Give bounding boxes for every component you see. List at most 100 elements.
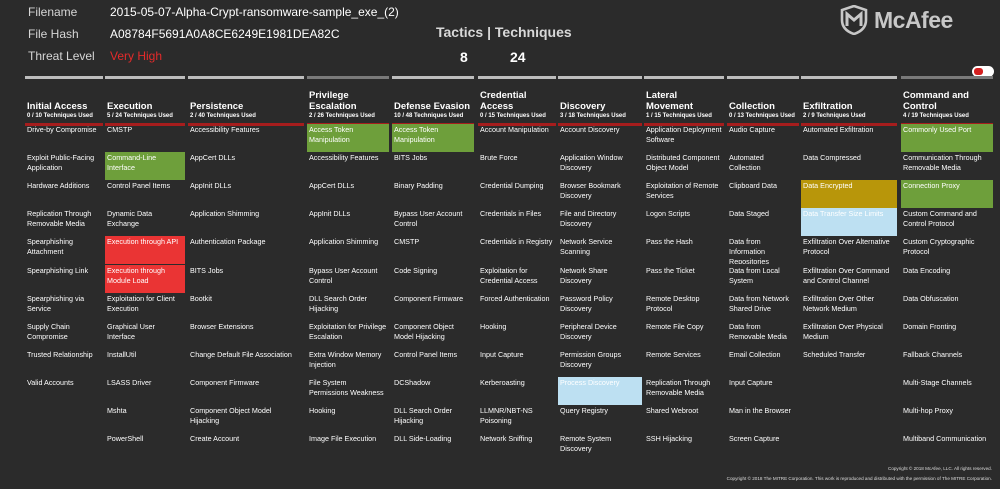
technique-cell[interactable]: Account Manipulation	[480, 125, 549, 134]
technique-cell[interactable]: Application Shimming	[309, 237, 379, 247]
technique-cell[interactable]: Control Panel Items	[107, 181, 171, 191]
technique-cell[interactable]: DLL Search Order Hijacking	[394, 406, 453, 425]
technique-cell[interactable]: PowerShell	[107, 434, 144, 444]
technique-cell[interactable]: Dynamic Data Exchange	[107, 209, 153, 229]
tactic-header[interactable]: Initial Access 0 / 10 Techniques Used	[25, 79, 103, 123]
technique-cell[interactable]: Exploitation for Credential Access	[480, 265, 538, 285]
technique-cell-highlighted[interactable]: Command-Line Interface	[105, 152, 185, 181]
technique-cell[interactable]: Image File Execution	[309, 434, 377, 444]
technique-cell[interactable]: Account Discovery	[560, 125, 620, 134]
technique-cell[interactable]: CMSTP	[107, 125, 133, 134]
technique-cell[interactable]: Data Staged	[729, 209, 769, 219]
technique-cell[interactable]: Pass the Ticket	[646, 265, 695, 275]
technique-cell[interactable]: Man in the Browser	[729, 406, 791, 415]
technique-cell[interactable]: Network Share Discovery	[560, 265, 608, 285]
technique-cell-highlighted[interactable]: Commonly Used Port	[901, 124, 993, 152]
technique-cell[interactable]: Email Collection	[729, 349, 781, 359]
technique-cell[interactable]: LSASS Driver	[107, 377, 152, 387]
technique-cell[interactable]: AppInit DLLs	[309, 209, 351, 219]
technique-cell[interactable]: AppCert DLLs	[309, 181, 355, 191]
technique-cell[interactable]: File System Permissions Weakness	[309, 377, 384, 397]
technique-cell[interactable]: Application Deployment Software	[646, 125, 722, 144]
technique-cell[interactable]: Change Default File Association	[190, 349, 292, 359]
technique-cell[interactable]: Data from Removable Media	[729, 321, 787, 341]
technique-cell-highlighted[interactable]: Access Token Manipulation	[307, 124, 389, 152]
technique-cell[interactable]: Domain Fronting	[903, 321, 957, 331]
technique-cell[interactable]: AppInit DLLs	[190, 181, 232, 191]
technique-cell[interactable]: Supply Chain Compromise	[27, 321, 70, 341]
technique-cell[interactable]: Automated Exfiltration	[803, 125, 874, 134]
tactic-header[interactable]: Credential Access 0 / 15 Techniques Used	[478, 79, 556, 123]
technique-cell[interactable]: Remote Desktop Protocol	[646, 293, 700, 313]
technique-cell[interactable]: Authentication Package	[190, 237, 266, 247]
technique-cell[interactable]: Brute Force	[480, 153, 518, 163]
technique-cell[interactable]: Screen Capture	[729, 434, 780, 444]
technique-cell[interactable]: Replication Through Removable Media	[27, 209, 92, 229]
technique-cell[interactable]: Remote Services	[646, 349, 701, 359]
technique-cell[interactable]: InstallUtil	[107, 349, 137, 359]
technique-cell[interactable]: Extra Window Memory Injection	[309, 349, 382, 369]
tactic-header[interactable]: Lateral Movement 1 / 15 Techniques Used	[644, 79, 724, 123]
technique-cell[interactable]: File and Directory Discovery	[560, 209, 617, 229]
technique-cell[interactable]: Trusted Relationship	[27, 349, 93, 359]
tactic-header[interactable]: Exfiltration 2 / 9 Techniques Used	[801, 79, 897, 123]
technique-cell[interactable]: Exploitation for Client Execution	[107, 293, 175, 313]
technique-cell[interactable]: Accessibility Features	[309, 153, 379, 163]
technique-cell[interactable]: Data Compressed	[803, 153, 861, 163]
technique-cell[interactable]: Forced Authentication	[480, 293, 550, 303]
technique-cell[interactable]: Custom Command and Control Protocol	[903, 209, 977, 229]
technique-cell[interactable]: Valid Accounts	[27, 377, 74, 387]
technique-cell[interactable]: BITS Jobs	[190, 265, 224, 275]
view-toggle[interactable]	[972, 66, 994, 77]
technique-cell[interactable]: Exploitation for Privilege Escalation	[309, 321, 387, 341]
technique-cell[interactable]: DLL Search Order Hijacking	[309, 293, 368, 313]
technique-cell[interactable]: Hardware Additions	[27, 181, 90, 191]
technique-cell[interactable]: Component Object Model Hijacking	[394, 321, 454, 341]
technique-cell[interactable]: Browser Bookmark Discovery	[560, 181, 621, 201]
technique-cell[interactable]: SSH Hijacking	[646, 434, 692, 444]
technique-cell[interactable]: Spearphishing Link	[27, 265, 89, 275]
technique-cell[interactable]: Bypass User Account Control	[394, 209, 463, 229]
technique-cell[interactable]: Application Shimming	[190, 209, 260, 219]
technique-cell[interactable]: Network Sniffing	[480, 434, 533, 444]
technique-cell-highlighted[interactable]: Connection Proxy	[901, 180, 993, 209]
technique-cell[interactable]: Code Signing	[394, 265, 438, 275]
technique-cell[interactable]: Credentials in Files	[480, 209, 542, 219]
technique-cell[interactable]: Mshta	[107, 406, 127, 415]
technique-cell-highlighted[interactable]: Access Token Manipulation	[392, 124, 474, 152]
tactic-header[interactable]: Collection 0 / 13 Techniques Used	[727, 79, 799, 123]
technique-cell[interactable]: Scheduled Transfer	[803, 349, 866, 359]
technique-cell[interactable]: Pass the Hash	[646, 237, 693, 247]
technique-cell[interactable]: Multiband Communication	[903, 434, 987, 444]
technique-cell[interactable]: Accessibility Features	[190, 125, 260, 134]
technique-cell[interactable]: Create Account	[190, 434, 240, 444]
technique-cell[interactable]: Exfiltration Over Other Network Medium	[803, 293, 875, 313]
technique-cell[interactable]: Component Object Model Hijacking	[190, 406, 272, 425]
technique-cell[interactable]: Binary Padding	[394, 181, 443, 191]
technique-cell[interactable]: Browser Extensions	[190, 321, 254, 331]
technique-cell[interactable]: Data from Local System	[729, 265, 780, 285]
technique-cell[interactable]: Custom Cryptographic Protocol	[903, 237, 975, 257]
technique-cell[interactable]: Control Panel Items	[394, 349, 458, 359]
technique-cell[interactable]: Spearphishing via Service	[27, 293, 85, 313]
technique-cell[interactable]: Data Encoding	[903, 265, 951, 275]
technique-cell[interactable]: Exfiltration Over Command and Control Ch…	[803, 265, 890, 285]
technique-cell-highlighted[interactable]: Execution through Module Load	[105, 264, 185, 293]
tactic-header[interactable]: Defense Evasion 10 / 48 Techniques Used	[392, 79, 474, 123]
technique-cell[interactable]: AppCert DLLs	[190, 153, 236, 163]
technique-cell[interactable]: Data Obfuscation	[903, 293, 959, 303]
technique-cell[interactable]: Exfiltration Over Alternative Protocol	[803, 237, 890, 257]
technique-cell[interactable]: Component Firmware	[394, 293, 464, 303]
tactic-header[interactable]: Persistence 2 / 40 Techniques Used	[188, 79, 304, 123]
tactic-header[interactable]: Discovery 3 / 18 Techniques Used	[558, 79, 642, 123]
technique-cell[interactable]: Exploit Public-Facing Application	[27, 153, 95, 173]
technique-cell[interactable]: LLMNR/NBT-NS Poisoning	[480, 406, 533, 425]
technique-cell[interactable]: Graphical User Interface	[107, 321, 155, 341]
technique-cell[interactable]: Replication Through Removable Media	[646, 377, 711, 397]
technique-cell[interactable]: CMSTP	[394, 237, 420, 247]
technique-cell[interactable]: Distributed Component Object Model	[646, 153, 720, 173]
technique-cell[interactable]: Credential Dumping	[480, 181, 544, 191]
technique-cell[interactable]: DCShadow	[394, 377, 431, 387]
technique-cell[interactable]: Data from Network Shared Drive	[729, 293, 789, 313]
technique-cell[interactable]: Peripheral Device Discovery	[560, 321, 617, 341]
